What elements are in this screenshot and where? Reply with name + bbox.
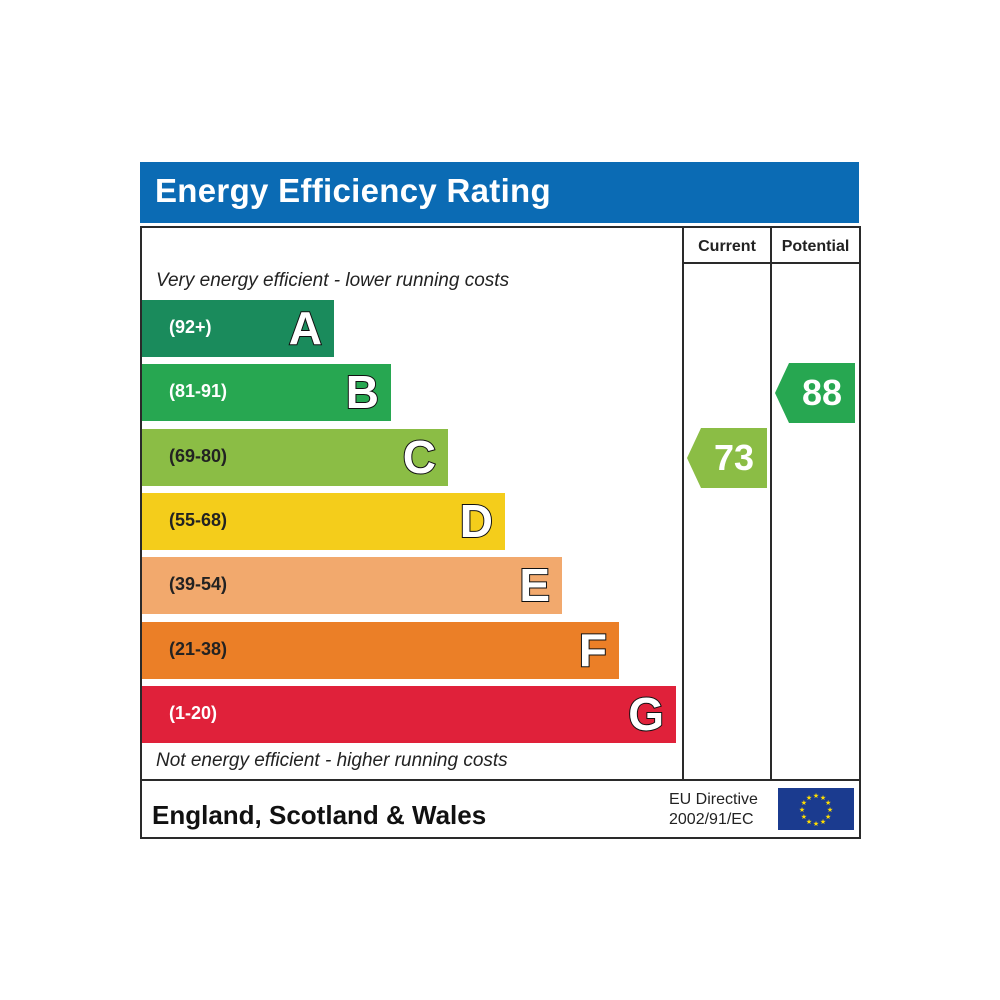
current-rating-value: 73: [713, 436, 755, 478]
band-letter-e: E: [518, 558, 551, 612]
column-header-current: Current: [698, 238, 756, 255]
band-letter-f: F: [578, 623, 608, 677]
eu-star: ★: [806, 818, 812, 826]
footer-divider: [142, 779, 859, 781]
band-range-e: (39-54): [169, 574, 228, 595]
divider-potential: [770, 228, 772, 779]
eu-star: ★: [801, 813, 807, 821]
band-letter-c: C: [402, 430, 437, 484]
band-range-c: (69-80): [169, 445, 228, 466]
footer-region: England, Scotland & Wales: [152, 800, 487, 830]
chart-title: Energy Efficiency Rating: [155, 172, 551, 209]
band-range-f: (21-38): [169, 638, 228, 659]
band-d: (55-68) D: [142, 492, 505, 550]
eu-star: ★: [813, 792, 819, 800]
band-f: (21-38) F: [142, 621, 619, 679]
potential-arrow-shape: [775, 363, 855, 424]
top-caption: Very energy efficient - lower running co…: [156, 270, 510, 291]
band-letter-b: B: [345, 365, 380, 419]
divider-current: [682, 228, 684, 779]
header-divider: [682, 262, 859, 264]
eu-stars: ★★★★★★★★★ ★ ★★: [799, 792, 833, 828]
current-arrow-shape: [687, 427, 767, 488]
eu-directive-line2: 2002/91/EC: [669, 811, 754, 828]
eu-star: ★: [801, 799, 807, 807]
band-range-d: (55-68): [169, 509, 228, 530]
potential-rating-arrow: 88: [775, 363, 855, 424]
eu-star: ★: [806, 794, 812, 802]
bottom-caption: Not energy efficient - higher running co…: [156, 750, 508, 771]
eu-star: ★: [825, 799, 831, 807]
band-letter-g: G: [627, 687, 665, 741]
band-e: (39-54) E: [142, 557, 562, 615]
eu-star: ★: [825, 813, 831, 821]
band-g: (1-20) G: [142, 685, 676, 743]
band-letter-a: A: [288, 301, 323, 355]
band-range-a: (92+): [169, 317, 212, 337]
eu-star: ★: [827, 806, 833, 814]
eu-star: ★: [820, 794, 826, 802]
current-rating-arrow: 73: [687, 427, 767, 488]
eu-flag-icon: ★ ★ ★ ★ ★ ★ ★ ★ ★ ★ ★ ★: [778, 788, 854, 830]
band-b: (81-91) B: [142, 364, 391, 422]
potential-rating-value: 88: [801, 372, 843, 414]
title-bar: Energy Efficiency Rating: [140, 162, 859, 223]
eu-star: ★: [813, 820, 819, 828]
eu-star: ★: [820, 818, 826, 826]
band-range-b: (81-91): [169, 381, 228, 402]
energy-efficiency-chart: Energy Efficiency Rating Current Potenti…: [140, 162, 861, 839]
column-header-potential: Potential: [781, 238, 850, 255]
eu-directive: EU Directive 2002/91/EC: [669, 790, 758, 830]
band-range-g: (1-20): [169, 702, 218, 723]
band-a: (92+) A: [142, 300, 334, 357]
eu-star: ★: [799, 806, 805, 814]
band-letter-d: D: [459, 494, 494, 548]
eu-directive-line1: EU Directive: [669, 791, 758, 808]
band-c: (69-80) C: [142, 428, 448, 486]
rating-table: Current Potential Very energy efficient …: [140, 226, 861, 839]
